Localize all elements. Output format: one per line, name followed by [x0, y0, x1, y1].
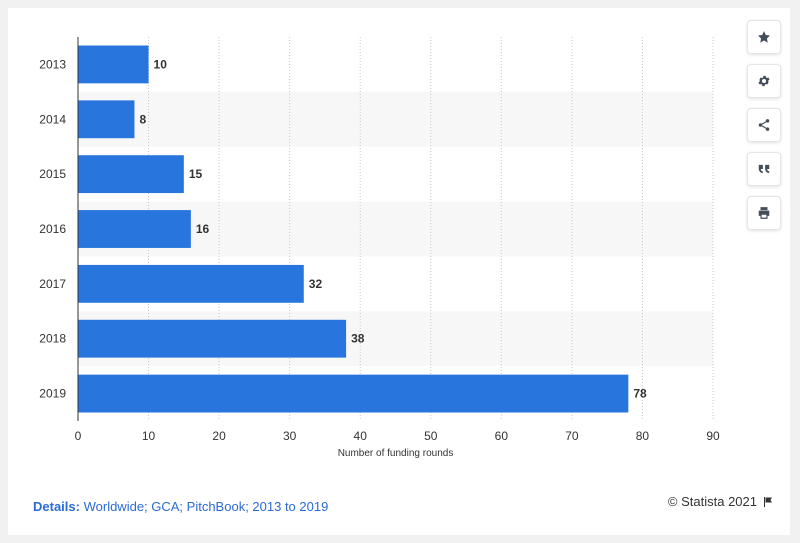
bar	[78, 155, 184, 194]
data-label: 32	[309, 277, 323, 291]
x-tick-label: 90	[706, 429, 720, 443]
details-note: Details: Worldwide; GCA; PitchBook; 2013…	[33, 499, 328, 514]
category-label: 2013	[39, 57, 66, 71]
x-tick-label: 80	[636, 429, 650, 443]
data-label: 15	[189, 167, 203, 181]
x-axis-title: Number of funding rounds	[338, 448, 454, 459]
details-link[interactable]: Worldwide; GCA; PitchBook; 2013 to 2019	[83, 499, 329, 514]
source-credit[interactable]: © Statista 2021	[668, 494, 774, 509]
favorite-button[interactable]	[747, 20, 781, 54]
data-label: 10	[154, 57, 168, 71]
details-label: Details:	[33, 499, 80, 514]
bar-chart: 2013 10 2014 8 2015 15 2016 16 2017 32 2018 38 2019 7…	[39, 37, 720, 459]
bar	[78, 319, 347, 358]
data-label: 38	[351, 332, 365, 346]
x-tick-label: 70	[565, 429, 579, 443]
x-tick-label: 60	[495, 429, 509, 443]
category-label: 2015	[39, 167, 66, 181]
data-label: 8	[139, 112, 146, 126]
print-icon	[758, 207, 770, 219]
flag-icon	[764, 496, 772, 507]
data-label: 78	[633, 387, 647, 401]
data-label: 16	[196, 222, 210, 236]
bar	[78, 45, 149, 84]
quote-icon	[758, 164, 770, 174]
x-tick-label: 30	[283, 429, 297, 443]
category-label: 2017	[39, 277, 66, 291]
print-button[interactable]	[747, 196, 781, 230]
row-band	[78, 91, 713, 147]
bar	[78, 374, 629, 413]
credit-text: © Statista 2021	[667, 494, 757, 509]
gear-icon	[758, 75, 770, 87]
share-icon	[758, 119, 770, 131]
category-label: 2019	[39, 387, 66, 401]
settings-button[interactable]	[747, 64, 781, 98]
bar	[78, 100, 135, 139]
category-label: 2016	[39, 222, 66, 236]
x-tick-label: 50	[424, 429, 438, 443]
chart-card: 2013 10 2014 8 2015 15 2016 16 2017 32 2018 38 2019 7…	[8, 8, 790, 535]
x-tick-label: 0	[75, 429, 82, 443]
cite-button[interactable]	[747, 152, 781, 186]
x-tick-label: 10	[142, 429, 156, 443]
star-icon	[757, 31, 771, 43]
x-tick-label: 40	[354, 429, 368, 443]
category-label: 2018	[39, 332, 66, 346]
bar	[78, 210, 191, 248]
category-label: 2014	[39, 112, 66, 126]
chart-toolbar	[747, 20, 781, 240]
share-button[interactable]	[747, 108, 781, 142]
bar	[78, 264, 304, 303]
x-tick-label: 20	[212, 429, 226, 443]
